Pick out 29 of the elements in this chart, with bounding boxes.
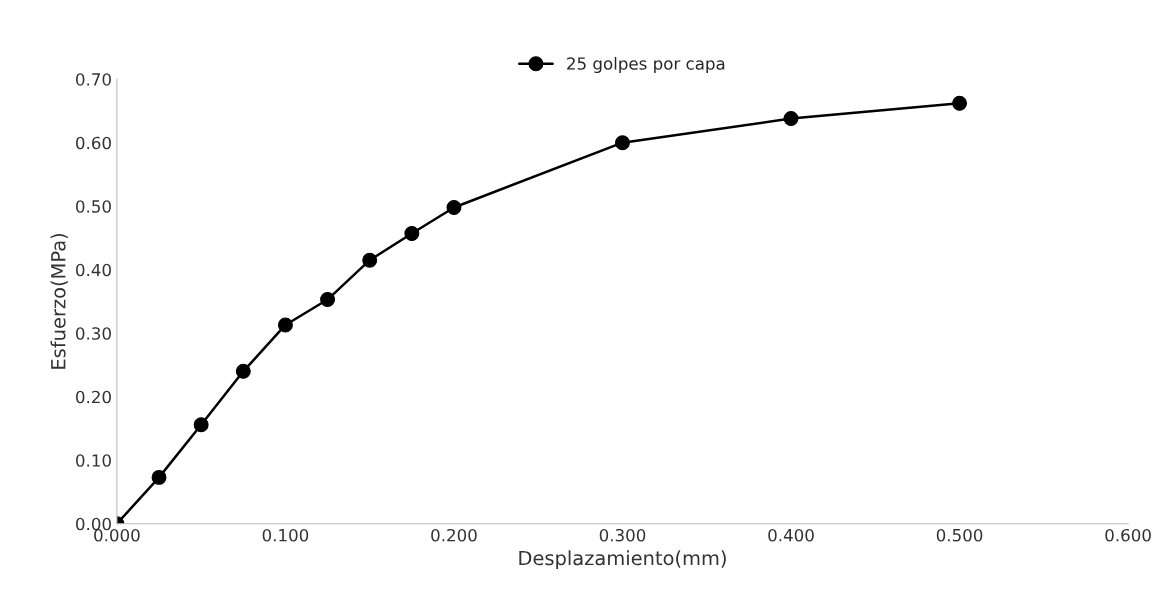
x-tick-label: 0.200 xyxy=(431,528,477,542)
x-tick-label: 0.500 xyxy=(936,528,983,542)
y-tick-label: 0.40 xyxy=(76,263,111,277)
point xyxy=(320,292,336,308)
point xyxy=(615,135,630,151)
point xyxy=(193,417,209,433)
point xyxy=(952,95,968,111)
x-tick-label: 0.600 xyxy=(1105,528,1151,542)
x-tick-label: 0.400 xyxy=(768,528,814,542)
point xyxy=(404,226,420,241)
y-tick-label: 0.50 xyxy=(76,200,111,213)
x-axis-title: Desplazamiento(mm) xyxy=(519,550,726,570)
y-tick-label: 0.70 xyxy=(76,73,111,86)
point xyxy=(235,363,251,379)
x-tick-label: 0.100 xyxy=(262,528,309,542)
y-tick-label: 0.60 xyxy=(76,136,111,150)
y-tick-label: 0.10 xyxy=(76,454,111,467)
point xyxy=(277,317,293,333)
point xyxy=(151,469,167,485)
x-tick-label: 0.000 xyxy=(94,528,140,542)
y-axis-title: Esfuerzo(MPa) xyxy=(50,233,68,369)
point xyxy=(362,252,378,268)
y-tick-label: 0.30 xyxy=(76,327,111,340)
point xyxy=(783,111,799,127)
legend-label: 25 golpes por capa xyxy=(567,56,725,74)
point xyxy=(446,200,462,215)
y-tick-label: 0.20 xyxy=(76,390,111,404)
x-tick-label: 0.300 xyxy=(599,528,646,542)
y-tick-label: 0.00 xyxy=(76,517,111,531)
